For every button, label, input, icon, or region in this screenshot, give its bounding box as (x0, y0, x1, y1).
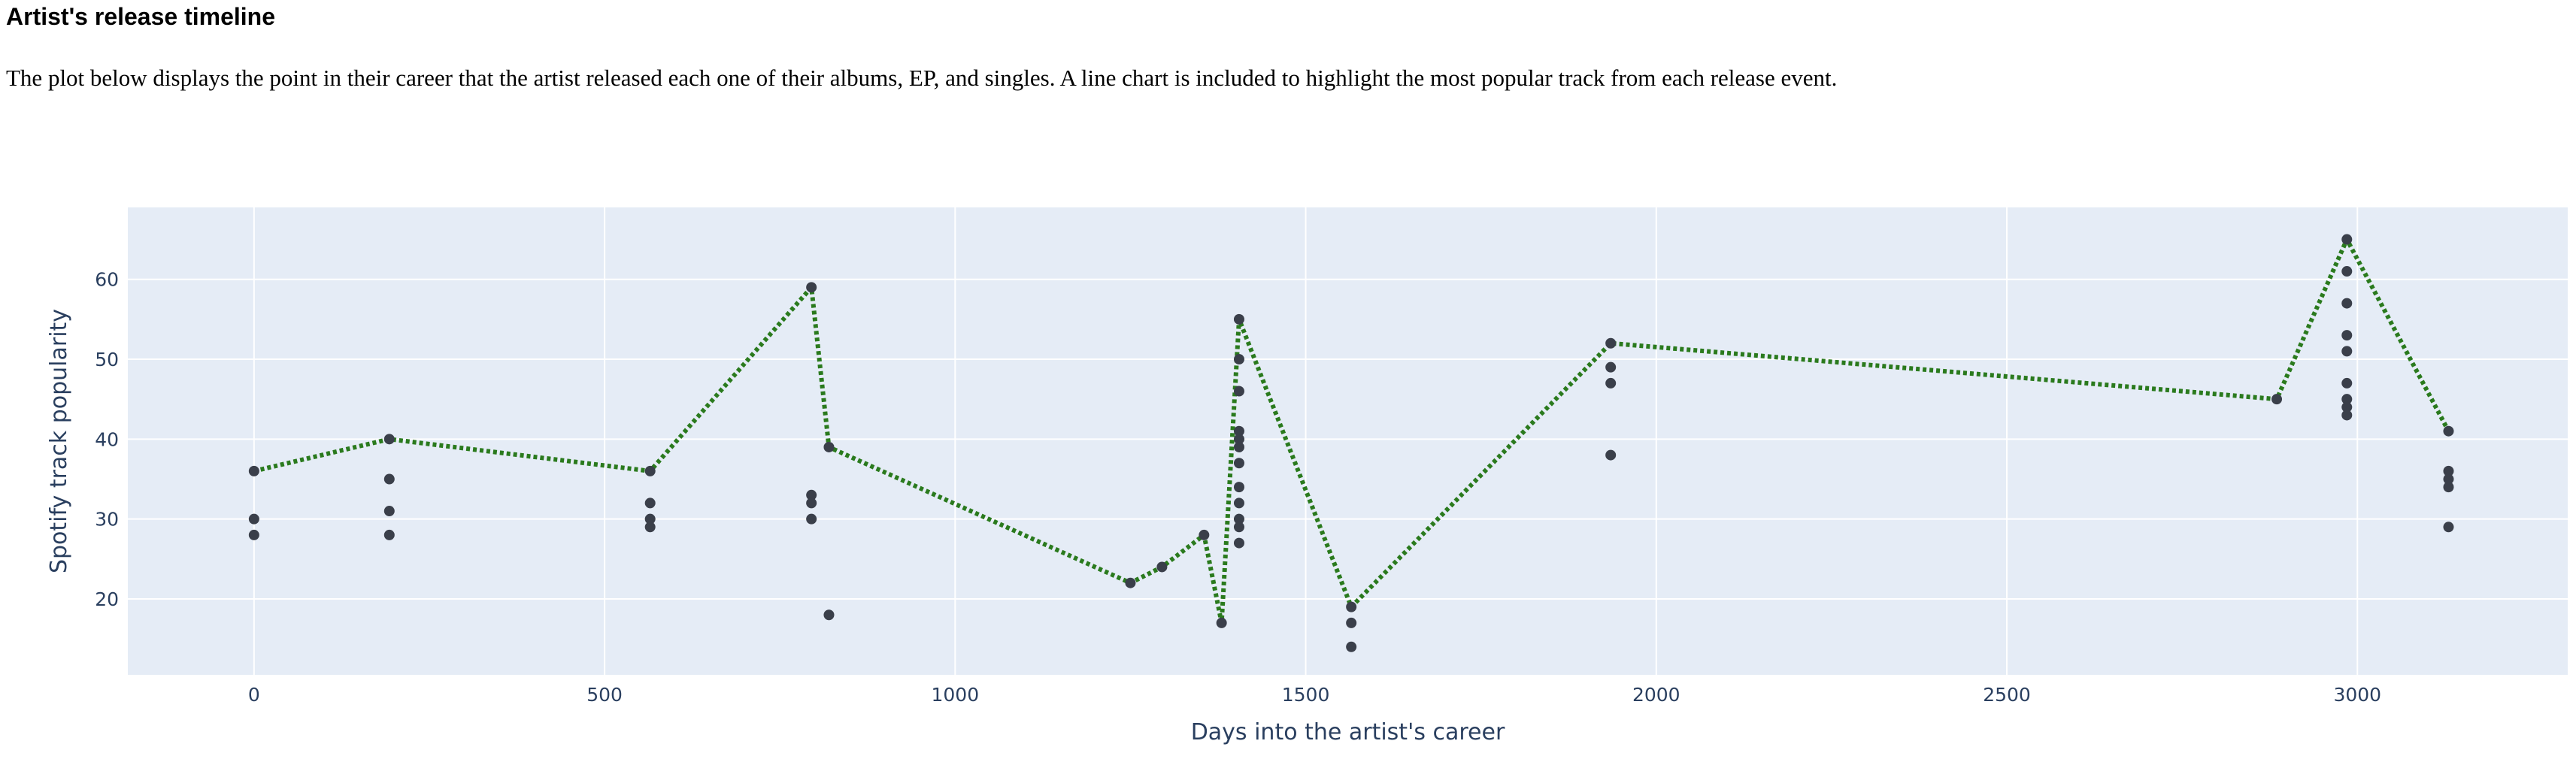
y-tick-label: 40 (95, 428, 119, 450)
track-point (2443, 465, 2454, 476)
track-point (1156, 561, 1168, 573)
x-axis-label: Days into the artist's career (1191, 719, 1505, 745)
x-tick-label: 500 (586, 684, 623, 706)
track-point (2341, 234, 2353, 245)
track-point (2271, 394, 2283, 405)
y-axis-label: Spotify track popularity (46, 309, 72, 573)
track-point (1233, 522, 1244, 533)
track-point (2341, 394, 2353, 405)
track-point (1199, 529, 1210, 540)
track-point (806, 282, 817, 293)
track-point (1346, 601, 1357, 612)
x-tick-label: 2000 (1632, 684, 1680, 706)
track-point (806, 489, 817, 500)
track-point (823, 609, 835, 621)
x-tick-label: 0 (248, 684, 260, 706)
track-point (2341, 266, 2353, 277)
track-point (1233, 537, 1244, 549)
track-point (2443, 473, 2454, 485)
x-tick-label: 1500 (1282, 684, 1330, 706)
track-point (248, 465, 259, 476)
track-point (1216, 617, 1227, 628)
track-point (1233, 386, 1244, 397)
page-description: The plot below displays the point in the… (6, 65, 1838, 91)
track-point (1346, 641, 1357, 652)
track-point (1605, 361, 1617, 373)
track-point (644, 465, 656, 476)
track-point (644, 513, 656, 525)
track-point (806, 513, 817, 525)
y-tick-label: 20 (95, 588, 119, 610)
y-tick-label: 30 (95, 509, 119, 531)
y-tick-label: 60 (95, 269, 119, 291)
track-point (1233, 513, 1244, 525)
track-point (2341, 298, 2353, 309)
x-tick-label: 3000 (2333, 684, 2381, 706)
page-title: Artist's release timeline (6, 3, 275, 30)
track-point (383, 529, 395, 540)
track-point (1233, 434, 1244, 445)
track-point (1233, 313, 1244, 325)
track-point (1346, 617, 1357, 628)
track-point (1233, 354, 1244, 365)
track-point (2443, 425, 2454, 437)
track-point (644, 522, 656, 533)
track-point (248, 513, 259, 525)
track-point (644, 497, 656, 509)
track-point (383, 434, 395, 445)
points-layer (248, 234, 2454, 652)
x-tick-label: 2500 (1983, 684, 2031, 706)
track-point (1605, 377, 1617, 389)
track-point (1605, 337, 1617, 349)
track-point (2341, 346, 2353, 357)
track-point (823, 441, 835, 452)
track-point (2341, 377, 2353, 389)
track-point (1233, 497, 1244, 509)
track-point (2443, 482, 2454, 493)
track-point (2443, 522, 2454, 533)
x-axis-ticks: 0 500 1000 1500 2000 2500 3000 (248, 684, 2381, 706)
track-point (806, 497, 817, 509)
track-point (1233, 458, 1244, 469)
x-tick-label: 1000 (932, 684, 980, 706)
track-point (248, 529, 259, 540)
y-axis-ticks: 20 30 40 50 60 (95, 269, 119, 610)
y-tick-label: 50 (95, 349, 119, 370)
track-point (1125, 577, 1136, 588)
track-point (383, 473, 395, 485)
track-point (2341, 330, 2353, 341)
track-point (1233, 441, 1244, 452)
track-point (383, 506, 395, 517)
track-point (1233, 482, 1244, 493)
track-point (2341, 401, 2353, 413)
track-point (2341, 410, 2353, 421)
gridlines (128, 207, 2568, 675)
track-point (1605, 449, 1617, 461)
track-point (1233, 425, 1244, 437)
